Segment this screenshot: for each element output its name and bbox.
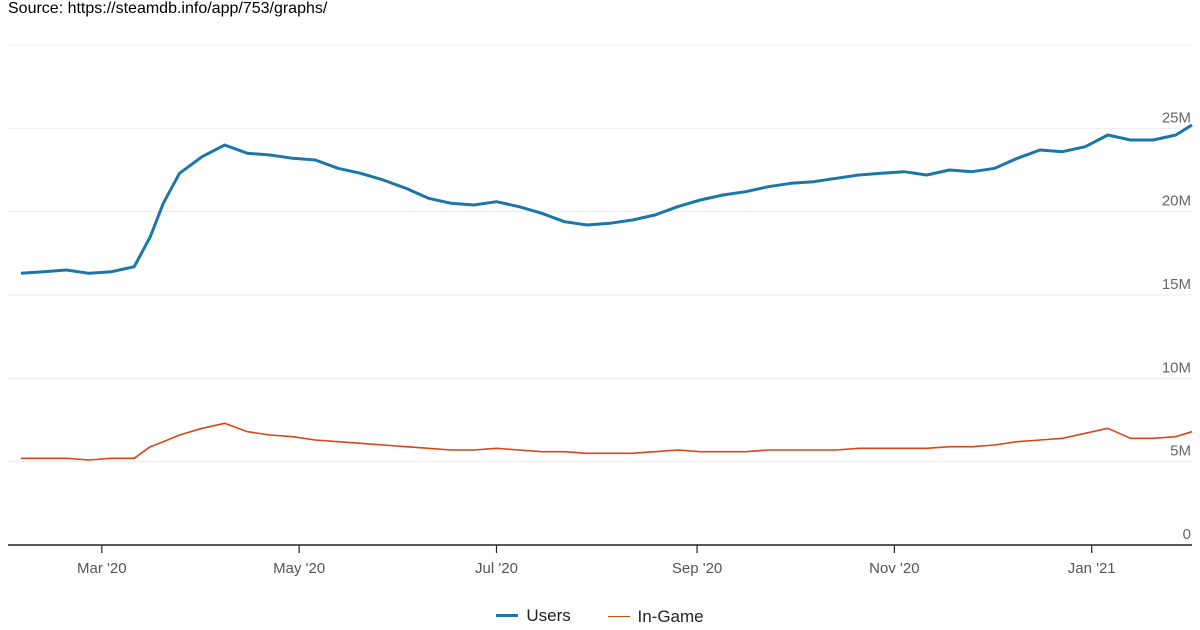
x-tick-label: Nov '20 [869,560,919,577]
legend-label-users: Users [526,605,571,625]
legend: Users In-Game [0,602,1200,627]
y-tick-label: 10M [1162,359,1191,376]
x-tick-label: May '20 [273,560,325,577]
legend-item-in-game[interactable]: In-Game [607,606,704,627]
legend-swatch-users [496,614,519,617]
line-chart: 0 5M 10M 15M 20M 25M Mar '20 May '20 Jul '20 Sep… [8,44,1193,577]
y-tick-label: 5M [1170,443,1191,460]
legend-item-users[interactable]: Users [496,605,571,626]
source-caption: Source: https://steamdb.info/app/753/gra… [8,0,328,17]
y-tick-label: 15M [1162,276,1191,293]
x-tick-label: Jul '20 [475,560,518,577]
x-tick-label: Sep '20 [672,560,722,577]
series-line-users [20,123,1193,275]
legend-label-in-game: In-Game [637,606,704,626]
y-tick-label: 0 [1183,526,1191,543]
x-axis-ticks: Mar '20 May '20 Jul '20 Sep '20 Nov '20 Jan '… [77,545,1116,577]
series-lines [20,123,1193,461]
series-line-in-game [20,422,1193,461]
y-tick-label: 25M [1162,109,1191,126]
legend-swatch-in-game [607,616,630,617]
y-axis-ticks: 0 5M 10M 15M 20M 25M [1162,109,1191,543]
gridlines [8,44,1192,463]
x-tick-label: Mar '20 [77,560,127,577]
y-tick-label: 20M [1162,193,1191,210]
x-tick-label: Jan '21 [1068,560,1116,577]
